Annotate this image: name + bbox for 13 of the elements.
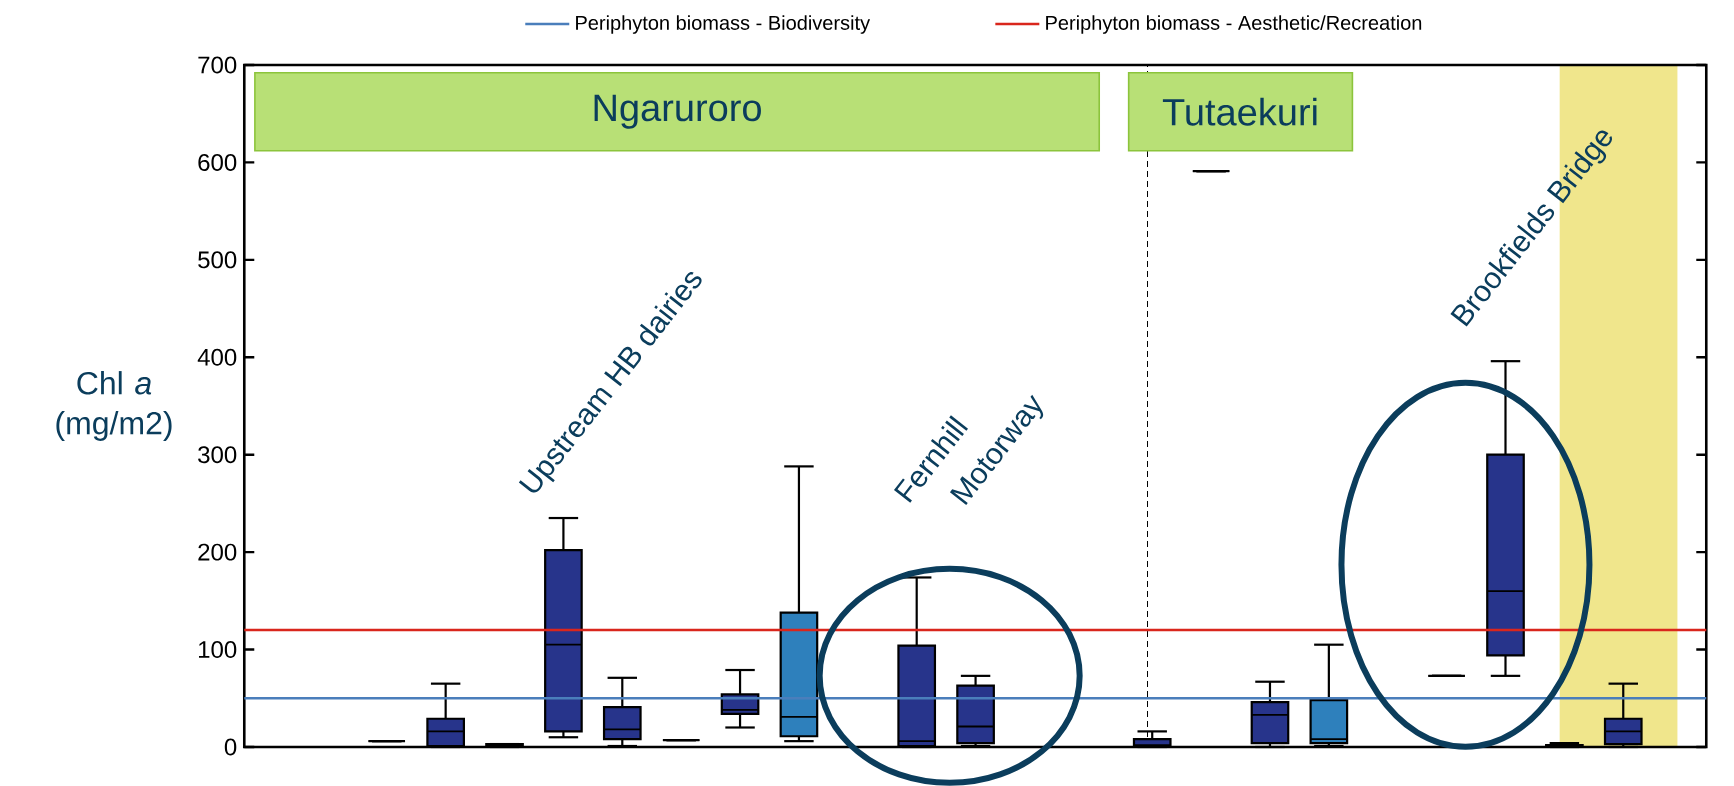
annotation: Ngaruroro — [594, 94, 761, 129]
annotation: Tutaekuri — [1162, 97, 1317, 126]
y-tick-label: 400 — [197, 348, 237, 366]
y-tick-label: 300 — [198, 446, 237, 464]
y-tick-label: 500 — [198, 251, 237, 269]
legend-label: Periphyton biomass - Aesthetic/Recreation — [1046, 15, 1422, 34]
y-tick-label: 200 — [198, 543, 237, 561]
y-tick-label: 700 — [198, 56, 237, 74]
y-tick-label: 600 — [198, 153, 237, 171]
y-axis-title: Chl a (mg/m2) — [56, 371, 172, 441]
y-tick-label: 100 — [198, 641, 237, 659]
y-tick-label: 0 — [224, 738, 237, 756]
legend-label: Periphyton biomass - Biodiversity — [576, 15, 871, 34]
